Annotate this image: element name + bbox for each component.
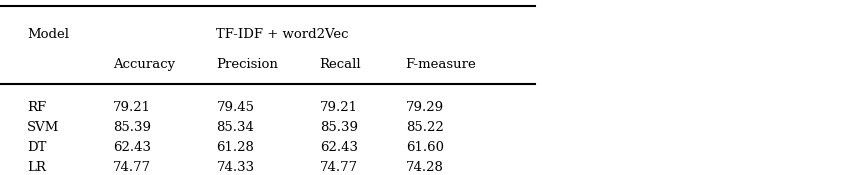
Text: Model: Model: [28, 28, 69, 41]
Text: 79.21: 79.21: [319, 101, 357, 114]
Text: 61.60: 61.60: [406, 141, 444, 154]
Text: 79.21: 79.21: [113, 101, 151, 114]
Text: 85.34: 85.34: [217, 121, 255, 134]
Text: Recall: Recall: [319, 58, 362, 71]
Text: 79.45: 79.45: [217, 101, 255, 114]
Text: 85.22: 85.22: [406, 121, 444, 134]
Text: 74.33: 74.33: [217, 161, 255, 174]
Text: 85.39: 85.39: [319, 121, 357, 134]
Text: 85.39: 85.39: [113, 121, 151, 134]
Text: F-measure: F-measure: [406, 58, 476, 71]
Text: DT: DT: [28, 141, 47, 154]
Text: 62.43: 62.43: [319, 141, 357, 154]
Text: 61.28: 61.28: [217, 141, 255, 154]
Text: Precision: Precision: [217, 58, 279, 71]
Text: 74.77: 74.77: [113, 161, 151, 174]
Text: RF: RF: [28, 101, 47, 114]
Text: 79.29: 79.29: [406, 101, 444, 114]
Text: 74.28: 74.28: [406, 161, 444, 174]
Text: 62.43: 62.43: [113, 141, 151, 154]
Text: SVM: SVM: [28, 121, 60, 134]
Text: Accuracy: Accuracy: [113, 58, 175, 71]
Text: LR: LR: [28, 161, 46, 174]
Text: 74.77: 74.77: [319, 161, 358, 174]
Text: TF-IDF + word2Vec: TF-IDF + word2Vec: [217, 28, 349, 41]
